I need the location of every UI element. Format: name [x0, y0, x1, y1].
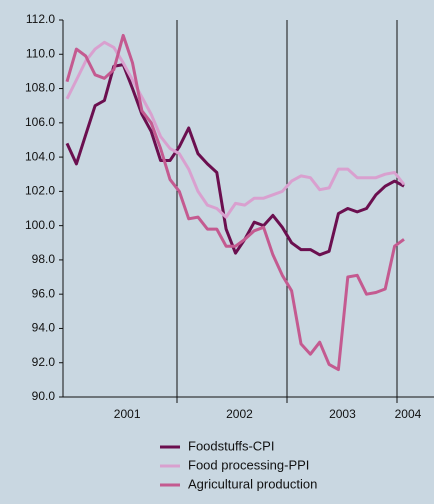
x-tick-label: 2003 — [329, 407, 356, 421]
y-tick-label: 98.0 — [32, 252, 56, 266]
series-line — [65, 33, 405, 372]
x-tick-label: 2004 — [395, 407, 422, 421]
y-tick-label: 94.0 — [32, 321, 56, 335]
y-tick-label: 104.0 — [25, 149, 55, 163]
y-tick-label: 90.0 — [32, 389, 56, 403]
y-tick-label: 102.0 — [25, 184, 55, 198]
series-line — [65, 40, 406, 219]
x-tick-label: 2001 — [114, 407, 141, 421]
y-tick-label: 110.0 — [26, 46, 55, 60]
y-tick-label: 92.0 — [32, 355, 56, 369]
legend-label: Foodstuffs-CPI — [188, 438, 274, 453]
legend-label: Agricultural production — [188, 476, 317, 491]
y-tick-label: 100.0 — [25, 218, 55, 232]
x-tick-label: 2002 — [226, 407, 253, 421]
y-tick-label: 106.0 — [25, 115, 55, 129]
y-tick-label: 112.0 — [26, 12, 55, 26]
legend-label: Food processing-PPI — [188, 457, 309, 472]
y-tick-label: 108.0 — [25, 81, 55, 95]
y-tick-label: 96.0 — [32, 286, 56, 300]
